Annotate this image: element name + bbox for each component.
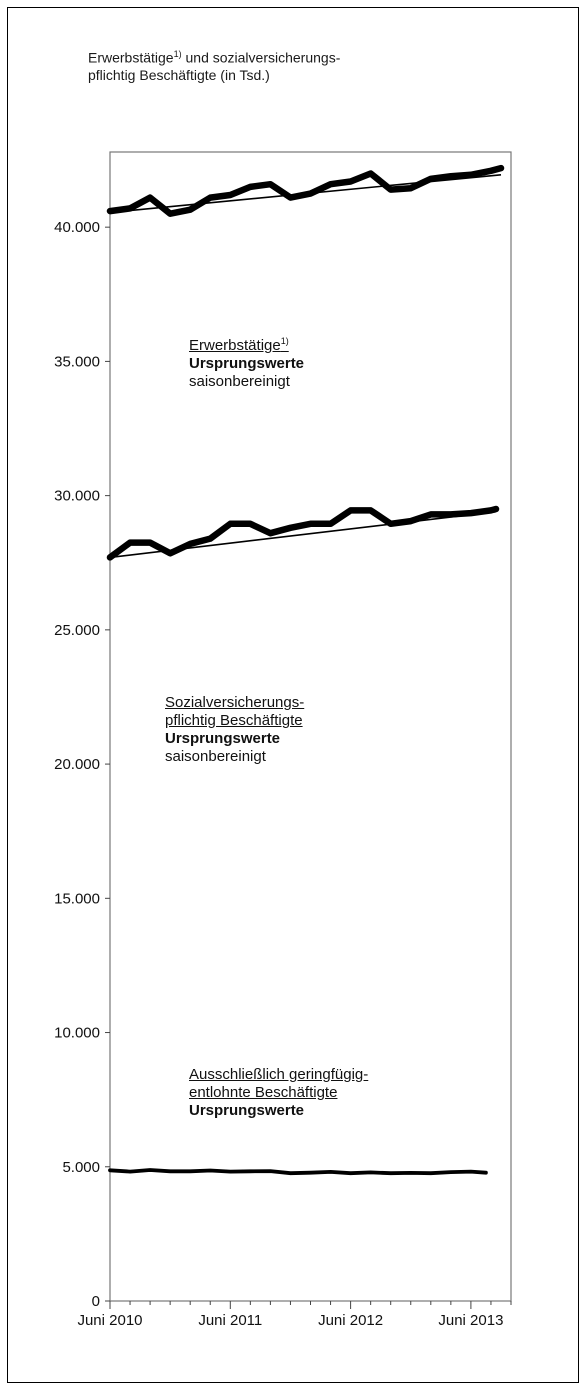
- title-line2: pflichtig Beschäftigte (in Tsd.): [88, 66, 270, 83]
- annotation-svb-sa: saisonbereinigt: [165, 748, 266, 765]
- x-tick-label: Juni 2013: [438, 1312, 503, 1329]
- y-tick-label: 10.000: [54, 1025, 100, 1042]
- title-line1-rest: und sozialversicherungs-: [181, 49, 341, 66]
- y-tick-label: 30.000: [54, 488, 100, 505]
- y-tick-label: 40.000: [54, 219, 100, 236]
- annotation-svb: Sozialversicherungs- pflichtig Beschäfti…: [165, 694, 304, 766]
- annotation-erwerbstaetige-raw: Ursprungswerte: [189, 355, 305, 372]
- annotation-erwerbstaetige: Erwerbstätige1) Ursprungswerte saisonber…: [189, 332, 304, 391]
- annotation-svb-raw: Ursprungswerte: [165, 730, 281, 747]
- annotation-svb-name1: Sozialversicherungs-: [165, 694, 305, 711]
- annotation-svb-name2: pflichtig Beschäftigte: [165, 712, 303, 729]
- annotation-erwerbstaetige-name: Erwerbstätige1): [189, 336, 289, 354]
- y-tick-label: 5.000: [62, 1159, 100, 1176]
- annotation-gering: Ausschließlich geringfügig- entlohnte Be…: [189, 1066, 368, 1120]
- annotation-gering-name1: Ausschließlich geringfügig-: [189, 1066, 369, 1083]
- series-line-4: [108, 1168, 488, 1176]
- title-footnote: 1): [173, 49, 182, 59]
- x-tick-label: Juni 2011: [198, 1312, 262, 1329]
- annotation-gering-name2: entlohnte Beschäftigte: [189, 1084, 338, 1101]
- x-tick-label: Juni 2012: [318, 1312, 383, 1329]
- y-tick-label: 0: [92, 1293, 100, 1310]
- series-line-3: [109, 510, 497, 559]
- y-tick-label: 35.000: [54, 353, 100, 370]
- chart-frame: [7, 7, 579, 1383]
- series-line-1: [109, 174, 502, 214]
- y-tick-label: 20.000: [54, 756, 100, 773]
- title-line1-main: Erwerbstätige: [88, 49, 174, 66]
- y-tick-label: 25.000: [54, 622, 100, 639]
- annotation-erwerbstaetige-sa: saisonbereinigt: [189, 373, 290, 390]
- y-tick-label: 15.000: [54, 890, 100, 907]
- x-tick-label: Juni 2010: [77, 1312, 142, 1329]
- chart-title: Erwerbstätige1) und sozialversicherungs-…: [88, 46, 340, 84]
- annotation-gering-raw: Ursprungswerte: [189, 1102, 305, 1119]
